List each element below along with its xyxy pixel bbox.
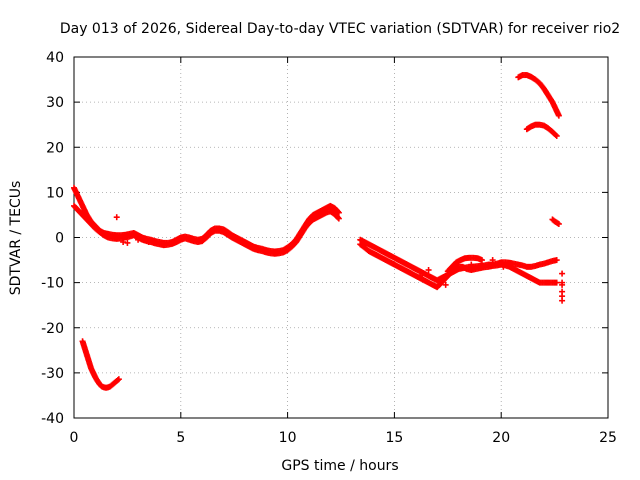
data-point [113, 214, 120, 221]
data-point [555, 112, 562, 119]
data-point [468, 261, 475, 268]
data-point [417, 272, 424, 279]
data-point [425, 266, 432, 273]
y-axis-label: SDTVAR / TECUs [8, 181, 24, 296]
y-tick-label: -40 [41, 411, 64, 427]
data-point [335, 215, 342, 222]
data-point [559, 281, 566, 288]
chart-title: Day 013 of 2026, Sidereal Day-to-day VTE… [60, 21, 620, 37]
x-tick-label: 10 [279, 430, 297, 446]
x-tick-label: 5 [176, 430, 185, 446]
data-point [335, 209, 342, 216]
y-tick-label: -10 [41, 276, 64, 292]
x-axis-label: GPS time / hours [281, 458, 398, 474]
data-points [71, 72, 566, 391]
y-axis: -40 -30 -20 -10 0 10 20 30 40 [41, 50, 608, 427]
x-tick-label: 0 [70, 430, 79, 446]
data-point [124, 239, 131, 246]
data-point [552, 131, 559, 138]
data-point [489, 257, 496, 264]
y-tick-label: -20 [41, 321, 64, 337]
data-point [455, 259, 462, 266]
data-point [555, 220, 562, 227]
data-point [114, 377, 121, 384]
data-point [553, 132, 560, 139]
data-point [115, 376, 122, 383]
data-point [500, 263, 507, 270]
y-tick-label: 30 [46, 95, 64, 111]
data-point [442, 281, 449, 288]
data-point [335, 214, 342, 221]
y-tick-label: 10 [46, 185, 64, 201]
data-point [559, 270, 566, 277]
y-tick-label: 0 [55, 231, 64, 247]
y-tick-label: 20 [46, 140, 64, 156]
data-point [135, 236, 142, 243]
data-point [553, 279, 560, 286]
data-point [559, 297, 566, 304]
data-point [145, 239, 152, 246]
data-point [335, 208, 342, 215]
x-tick-label: 25 [599, 430, 617, 446]
y-tick-label: -30 [41, 366, 64, 382]
x-axis: 0 5 10 15 20 25 [70, 57, 617, 446]
y-tick-label: 40 [46, 50, 64, 66]
data-point [478, 257, 485, 264]
x-tick-label: 15 [385, 430, 403, 446]
data-point [120, 239, 127, 246]
x-tick-label: 20 [492, 430, 510, 446]
grid [74, 57, 608, 418]
data-point [553, 257, 560, 264]
